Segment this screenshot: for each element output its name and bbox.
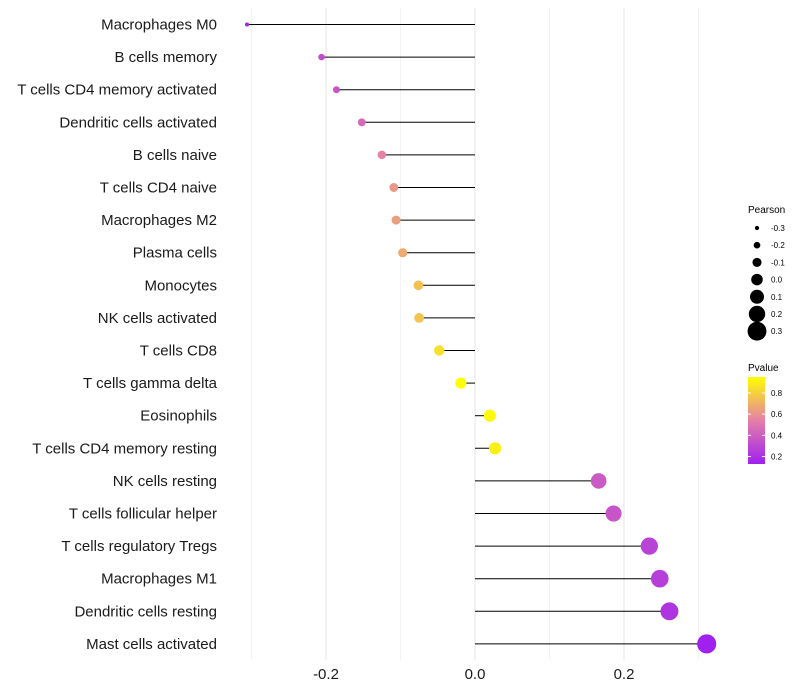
stems: [247, 24, 707, 645]
y-label-t-cells-cd4-memory-resting: T cells CD4 memory resting: [32, 440, 217, 457]
point-t-cells-follicular-helper: [605, 505, 622, 522]
size-legend-label: 0.1: [771, 293, 783, 302]
size-legend-key: [748, 305, 766, 323]
x-tick-label: -0.2: [313, 666, 339, 683]
point-monocytes: [413, 280, 424, 291]
color-legend-bar: [748, 377, 765, 464]
size-legend-key: [754, 225, 760, 231]
point-b-cells-memory: [318, 53, 325, 61]
y-label-monocytes: Monocytes: [144, 277, 217, 294]
size-legend-label: 0.0: [771, 276, 783, 285]
point-dendritic-cells-resting: [660, 602, 679, 621]
x-axis-ticks: -0.2 0.0 0.2: [313, 666, 634, 683]
color-legend-label: 0.6: [771, 410, 783, 419]
size-legend-key: [747, 321, 767, 341]
point-macrophages-m0: [244, 22, 250, 27]
y-label-macrophages-m1: Macrophages M1: [101, 571, 217, 588]
y-label-t-cells-cd4-memory-activated: T cells CD4 memory activated: [17, 82, 217, 99]
point-t-cells-cd4-naive: [389, 183, 399, 192]
y-label-t-cells-gamma-delta: T cells gamma delta: [83, 375, 218, 392]
point-nk-cells-resting: [590, 473, 607, 489]
point-t-cells-cd4-memory-activated: [332, 86, 340, 94]
pvalue-color-legend: Pvalue 0.8 0.6 0.4 0.2: [748, 363, 783, 464]
size-legend-label: -0.2: [771, 241, 785, 250]
color-legend-label: 0.2: [771, 453, 783, 462]
y-label-macrophages-m2: Macrophages M2: [101, 212, 217, 229]
y-label-plasma-cells: Plasma cells: [133, 245, 217, 262]
x-tick-label: 0.0: [465, 666, 486, 683]
size-legend-key: [751, 273, 763, 286]
point-t-cells-cd4-memory-resting: [489, 442, 502, 455]
color-legend-label: 0.4: [771, 431, 783, 440]
point-macrophages-m2: [391, 215, 401, 225]
size-legend-title: Pearson: [748, 205, 785, 216]
y-label-t-cells-cd8: T cells CD8: [140, 343, 217, 360]
y-label-mast-cells-activated: Mast cells activated: [86, 636, 217, 653]
point-t-cells-cd8: [434, 345, 445, 356]
size-legend-label: 0.2: [771, 310, 783, 319]
y-axis-labels: Macrophages M0 B cells memory T cells CD4 …: [17, 17, 217, 653]
size-legend-key: [750, 289, 764, 304]
y-label-t-cells-cd4-naive: T cells CD4 naive: [100, 180, 217, 197]
size-legend-label: -0.3: [771, 224, 785, 233]
y-label-nk-cells-activated: NK cells activated: [98, 310, 217, 327]
y-label-macrophages-m0: Macrophages M0: [101, 17, 217, 34]
color-legend-title: Pvalue: [748, 363, 779, 374]
color-legend-label: 0.8: [771, 389, 783, 398]
point-mast-cells-activated: [697, 634, 717, 654]
pearson-size-legend: Pearson -0.3 -0.2 -0.1 0.0 0.1 0.2 0.3: [747, 205, 785, 341]
y-label-dendritic-cells-activated: Dendritic cells activated: [59, 114, 217, 131]
y-label-t-cells-regulatory-tregs: T cells regulatory Tregs: [61, 538, 217, 555]
size-legend-label: -0.1: [771, 258, 785, 267]
size-legend-key: [752, 257, 762, 267]
point-macrophages-m1: [650, 569, 669, 588]
point-nk-cells-activated: [414, 313, 424, 323]
point-t-cells-regulatory-tregs: [640, 537, 658, 555]
point-t-cells-gamma-delta: [455, 377, 467, 389]
point-plasma-cells: [398, 248, 408, 258]
y-label-nk-cells-resting: NK cells resting: [113, 473, 217, 490]
point-dendritic-cells-activated: [357, 118, 366, 127]
y-label-b-cells-memory: B cells memory: [114, 49, 217, 66]
y-label-t-cells-follicular-helper: T cells follicular helper: [69, 506, 217, 523]
y-label-dendritic-cells-resting: Dendritic cells resting: [74, 603, 217, 620]
y-label-b-cells-naive: B cells naive: [133, 147, 217, 164]
size-legend-label: 0.3: [771, 327, 783, 336]
x-tick-label: 0.2: [614, 666, 635, 683]
point-b-cells-naive: [377, 150, 387, 160]
grid-lines: [251, 8, 699, 660]
points: [244, 22, 717, 654]
size-legend-key: [753, 241, 761, 249]
y-label-eosinophils: Eosinophils: [140, 408, 217, 425]
point-eosinophils: [483, 409, 496, 422]
